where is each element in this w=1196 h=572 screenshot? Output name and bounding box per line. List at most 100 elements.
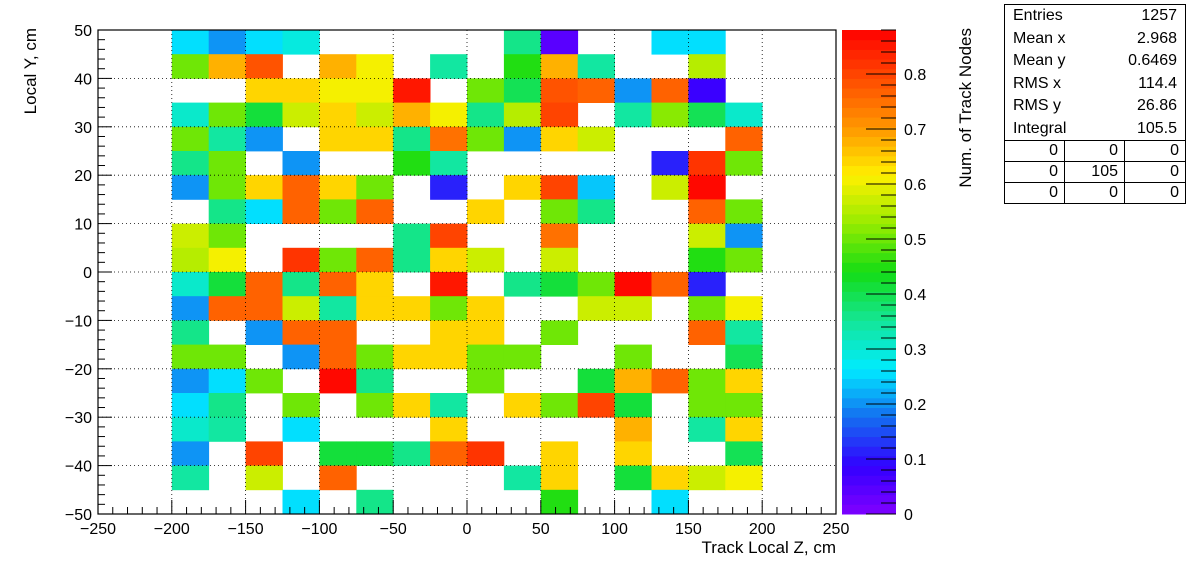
heatmap-cell — [540, 78, 579, 103]
z-tick-label: 0.4 — [904, 287, 926, 304]
heatmap-cell — [614, 368, 652, 394]
heatmap-cell — [430, 151, 468, 176]
heatmap-cell — [540, 126, 579, 152]
heatmap-cell — [540, 30, 579, 55]
stats-value: 114.4 — [1138, 74, 1177, 92]
x-tick-label: −100 — [301, 521, 337, 538]
heatmap-cell — [688, 393, 726, 418]
heatmap-cell — [688, 296, 726, 321]
palette-level — [842, 262, 896, 273]
z-tick-label: 0.3 — [904, 342, 926, 359]
heatmap-cell — [282, 320, 320, 345]
palette-level — [842, 107, 896, 118]
x-tick-label: −250 — [80, 521, 116, 538]
palette-level — [842, 281, 896, 292]
stats-value: 2.968 — [1136, 29, 1177, 47]
heatmap-cell — [393, 344, 431, 370]
stats-box: Entries 1257 Mean x 2.968 Mean y 0.6469 RMS… — [1004, 4, 1186, 204]
heatmap-cell — [430, 126, 468, 152]
y-tick-label: −20 — [65, 362, 92, 379]
z-tick-label: 0.1 — [904, 452, 926, 469]
heatmap-cell — [171, 223, 210, 249]
stats-row-mean-x: Mean x 2.968 — [1005, 28, 1185, 51]
heatmap-cell — [614, 296, 652, 321]
heatmap-cell — [245, 368, 283, 394]
heatmap-cell — [651, 465, 689, 491]
heatmap-cell — [393, 247, 431, 273]
heatmap-cell — [319, 54, 357, 79]
heatmap-cell — [614, 78, 652, 103]
z-tick-label: 0 — [904, 507, 913, 524]
stats-label: RMS x — [1013, 74, 1061, 92]
overflow-cell: 0 — [1005, 141, 1065, 162]
heatmap-cell — [356, 126, 394, 152]
heatmap-cell — [430, 175, 468, 200]
heatmap-cell — [171, 30, 210, 55]
heatmap-cell — [577, 368, 615, 394]
heatmap-cell — [577, 54, 615, 79]
heatmap-cell — [430, 320, 468, 345]
heatmap-cell — [577, 126, 615, 152]
palette-level — [842, 39, 896, 50]
heatmap-cell — [540, 320, 579, 345]
heatmap-cell — [467, 296, 505, 321]
heatmap-cell — [503, 102, 542, 128]
heatmap-cell — [467, 344, 505, 370]
heatmap-cell — [540, 272, 579, 297]
heatmap-cell — [208, 368, 246, 394]
palette-level — [842, 397, 896, 409]
heatmap-cell — [725, 393, 763, 418]
palette-level — [842, 97, 896, 108]
y-tick-label: −40 — [65, 459, 92, 476]
heatmap-cell — [688, 417, 726, 442]
heatmap-cell — [208, 393, 246, 418]
palette-level — [842, 88, 896, 99]
heatmap-cell — [208, 30, 246, 55]
heatmap-cell — [688, 78, 726, 103]
heatmap-cell — [430, 441, 468, 466]
heatmap-cell — [503, 465, 542, 491]
palette-level — [842, 320, 896, 331]
heatmap-cell — [171, 368, 210, 394]
x-tick-label: 250 — [823, 521, 850, 538]
heatmap-cell — [171, 175, 210, 200]
heatmap-cell — [467, 199, 505, 224]
heatmap-cell — [467, 102, 505, 128]
y-tick-label: 40 — [74, 71, 92, 88]
palette-level — [842, 426, 896, 438]
heatmap-cell — [725, 151, 763, 176]
heatmap-cell — [540, 54, 579, 79]
heatmap-cell — [540, 199, 579, 224]
heatmap-cell — [688, 199, 726, 224]
y-tick-label: 20 — [74, 168, 92, 185]
heatmap-cell — [282, 199, 320, 224]
y-tick-label: −10 — [65, 313, 92, 330]
heatmap-cell — [577, 175, 615, 200]
heatmap-cell — [171, 151, 210, 176]
stats-value: 1257 — [1141, 7, 1177, 24]
palette-level — [842, 242, 896, 254]
heatmap-cell — [171, 247, 210, 273]
heatmap-cell — [393, 223, 431, 249]
heatmap-cell — [725, 199, 763, 224]
stats-value: 26.86 — [1136, 97, 1177, 114]
heatmap-cell — [245, 30, 283, 55]
heatmap-cell — [319, 441, 357, 466]
heatmap-cell — [688, 247, 726, 273]
palette-level — [842, 146, 896, 157]
stats-label: Integral — [1013, 119, 1067, 137]
heatmap-cell — [171, 126, 210, 152]
heatmap-cell — [430, 296, 468, 321]
heatmap-cell — [245, 54, 283, 79]
overflow-cell: 0 — [1005, 183, 1065, 203]
heatmap-cell — [614, 344, 652, 370]
y-tick-label: −50 — [65, 507, 92, 524]
heatmap-cell — [577, 393, 615, 418]
heatmap-cell — [725, 368, 763, 394]
heatmap-cell — [651, 368, 689, 394]
heatmap-cell — [356, 296, 394, 321]
x-tick-label: 200 — [749, 521, 776, 538]
heatmap-cell — [688, 223, 726, 249]
stats-row-entries: Entries 1257 — [1005, 5, 1185, 28]
heatmap-cell — [319, 78, 357, 103]
